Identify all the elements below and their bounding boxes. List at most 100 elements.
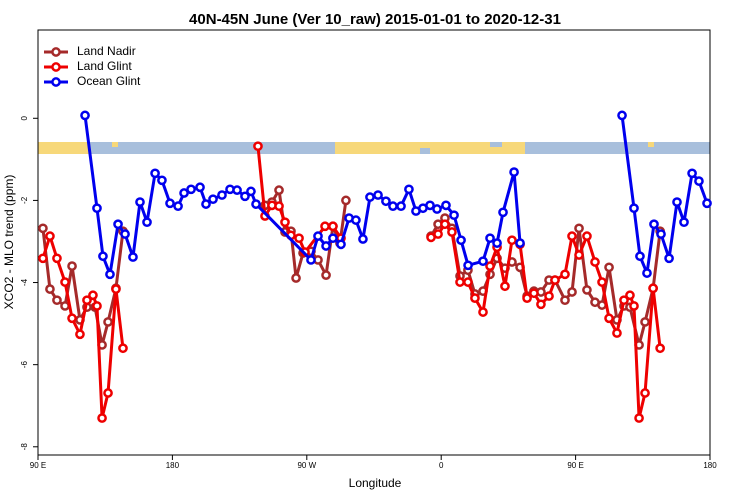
data-point — [165, 198, 175, 209]
data-point — [404, 184, 414, 195]
ocean-band — [490, 142, 502, 147]
x-tick-label: 90 E — [30, 461, 46, 470]
data-point — [98, 251, 108, 262]
x-tick-label: 0 — [439, 461, 444, 470]
data-point — [470, 293, 480, 303]
data-point — [253, 141, 263, 152]
data-point — [597, 277, 607, 287]
data-point — [612, 328, 622, 338]
data-point — [509, 167, 519, 177]
data-point — [321, 241, 331, 251]
data-point — [280, 217, 290, 228]
data-point — [52, 295, 62, 306]
legend-label: Land Nadir — [77, 44, 136, 58]
data-point — [629, 203, 639, 214]
data-point — [640, 388, 650, 398]
data-point — [687, 168, 697, 179]
chart-title: 40N-45N June (Ver 10_raw) 2015-01-01 to … — [189, 11, 561, 28]
data-point — [341, 195, 351, 206]
data-point — [365, 192, 375, 202]
data-point — [529, 288, 539, 299]
series-line — [41, 146, 662, 420]
data-point — [582, 285, 592, 295]
data-point — [217, 190, 227, 200]
data-point — [92, 301, 102, 311]
x-tick-label: 180 — [703, 461, 717, 470]
data-point — [574, 223, 584, 234]
data-point — [246, 186, 256, 197]
y-tick-label: -8 — [20, 443, 29, 451]
data-point — [251, 199, 261, 209]
data-point — [38, 223, 48, 234]
data-point — [478, 307, 488, 317]
x-tick-label: 90 W — [297, 461, 316, 470]
data-point — [478, 256, 488, 267]
x-axis-label: Longitude — [349, 476, 402, 490]
data-point — [498, 207, 508, 218]
y-tick-label: -4 — [20, 278, 29, 286]
data-point — [642, 268, 652, 278]
plot-frame — [37, 29, 711, 456]
data-point — [656, 229, 666, 239]
data-point — [567, 287, 577, 297]
data-point — [291, 273, 301, 283]
data-point — [274, 185, 284, 195]
series-line — [83, 115, 709, 276]
legend-marker — [51, 77, 61, 87]
data-point — [179, 188, 189, 198]
data-point — [60, 277, 70, 287]
data-point — [507, 235, 517, 246]
data-point — [52, 253, 62, 264]
data-point — [240, 191, 250, 202]
data-point — [485, 261, 495, 271]
data-point — [515, 238, 525, 248]
data-point — [672, 197, 682, 207]
data-point — [328, 233, 338, 244]
data-point — [664, 253, 674, 264]
y-tick-label: -2 — [20, 196, 29, 204]
data-point — [358, 234, 368, 244]
data-point — [88, 290, 98, 301]
data-point — [560, 269, 570, 280]
data-point — [135, 197, 145, 207]
data-point — [67, 261, 77, 271]
surface-band — [38, 142, 710, 154]
data-point — [336, 239, 346, 250]
data-point — [396, 201, 406, 212]
data-point — [321, 270, 331, 280]
data-point — [649, 219, 659, 230]
data-point — [150, 168, 160, 179]
legend-label: Ocean Glint — [77, 74, 141, 88]
data-point — [120, 229, 130, 239]
y-axis-label: XCO2 - MLO trend (ppm) — [2, 175, 16, 310]
data-point — [590, 257, 600, 267]
data-point — [463, 277, 473, 287]
data-point — [75, 329, 85, 340]
data-point — [92, 203, 102, 214]
data-point — [118, 343, 128, 354]
data-point — [97, 413, 107, 423]
y-tick-label: 0 — [20, 116, 29, 121]
data-point — [567, 231, 577, 241]
data-point — [455, 277, 465, 287]
data-point — [619, 295, 629, 306]
legend-label: Land Glint — [77, 59, 132, 73]
data-point — [186, 184, 196, 195]
data-point — [294, 233, 304, 244]
data-point — [648, 283, 658, 294]
data-point — [195, 182, 205, 193]
legend-marker — [51, 47, 61, 57]
data-point — [463, 260, 473, 271]
data-point — [142, 217, 152, 228]
data-point — [440, 219, 450, 230]
data-point — [655, 343, 665, 354]
data-point — [425, 200, 435, 211]
data-point — [634, 413, 644, 423]
data-point — [544, 291, 554, 301]
data-point — [128, 252, 138, 262]
data-point — [82, 295, 92, 306]
data-point — [381, 196, 391, 207]
data-point — [456, 235, 466, 246]
data-point — [582, 231, 592, 241]
